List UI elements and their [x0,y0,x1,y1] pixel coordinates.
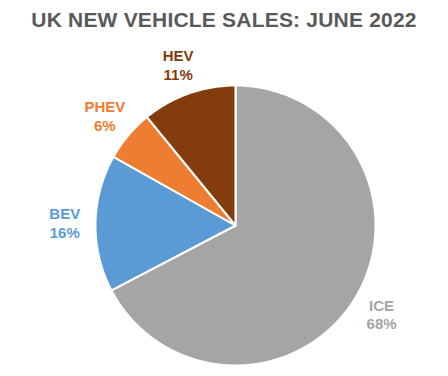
svg-text:ICE68%: ICE68% [367,297,397,333]
svg-text:HEV11%: HEV11% [163,47,194,83]
html-text:UK NEW VEHICLE SALES: JUNE 202: UK NEW VEHICLE SALES: JUNE 2022 [31,8,417,31]
svg-text:PHEV6%: PHEV6% [84,98,125,134]
svg-text:BEV16%: BEV16% [49,205,80,241]
